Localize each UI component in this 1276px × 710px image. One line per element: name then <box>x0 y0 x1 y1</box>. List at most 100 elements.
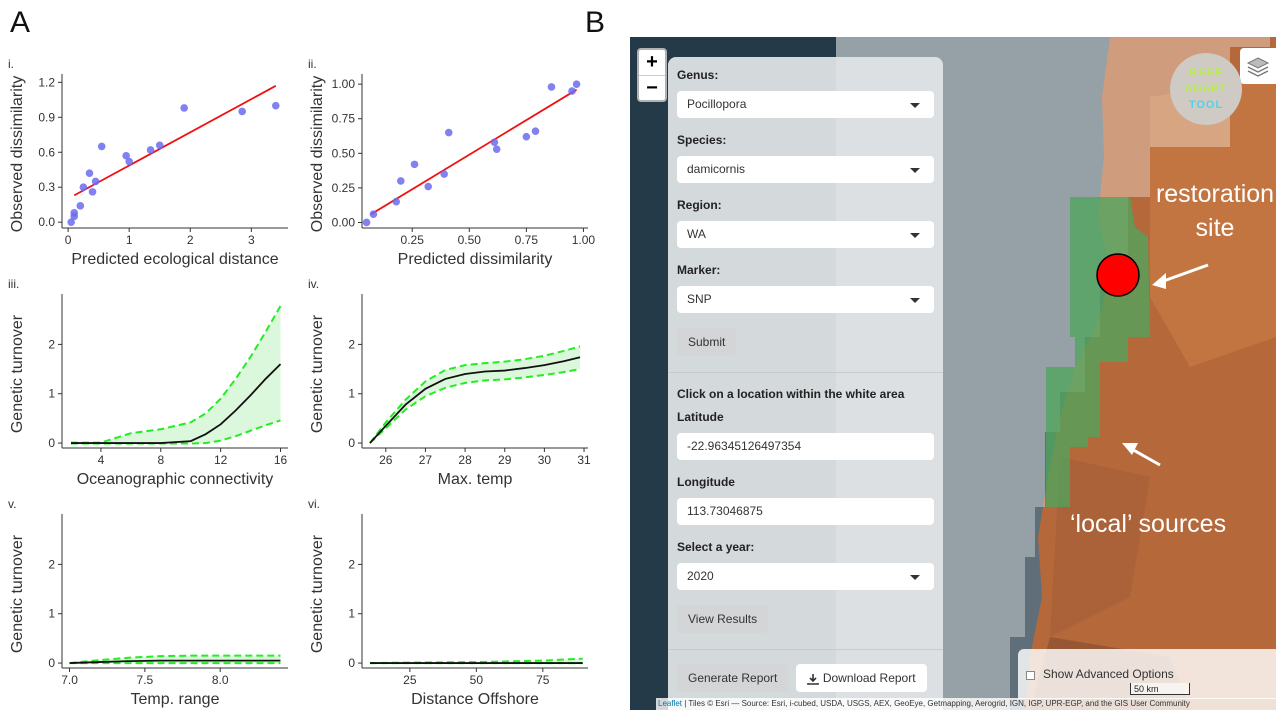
data-point <box>392 197 401 206</box>
spline-line <box>69 659 281 664</box>
chevron-down-icon <box>910 103 920 108</box>
data-point <box>444 128 453 137</box>
panel-letter-a: A <box>10 6 31 39</box>
location-instruction: Click on a location within the white are… <box>677 387 905 401</box>
x-tick-label: 26 <box>379 453 393 467</box>
latitude-label: Latitude <box>677 410 724 424</box>
divider <box>668 372 943 373</box>
y-tick-label: 1.00 <box>332 77 356 91</box>
panel-letter-b: B <box>585 6 606 39</box>
data-point <box>146 146 155 154</box>
panel-label: ii. <box>308 57 317 71</box>
spline-line <box>369 356 581 444</box>
x-tick-label: 31 <box>577 453 591 467</box>
zoom-in-button[interactable]: + <box>646 51 658 73</box>
divider <box>668 649 943 650</box>
chevron-down-icon <box>910 168 920 173</box>
panel-label: i. <box>8 57 14 71</box>
y-axis-label: Observed dissimilarity <box>309 76 326 232</box>
data-point <box>67 218 75 226</box>
logo-line-3: TOOL <box>1188 99 1224 111</box>
chart-ii-observed-vs-predicted-dissimilarity: ii. 0.00 0.25 0.50 0.75 1.00 0.25 0.50 0.75 1.00 P… <box>308 57 595 268</box>
x-tick-label: 4 <box>98 453 105 467</box>
x-axis-label: Distance Offshore <box>411 691 539 708</box>
logo-line-2: ADAPT <box>1184 83 1228 95</box>
spline-line <box>70 363 282 444</box>
view-results-button[interactable]: View Results <box>677 605 769 633</box>
download-icon <box>807 673 819 685</box>
data-point <box>271 101 280 110</box>
y-tick-label: 0 <box>48 436 55 450</box>
chevron-down-icon <box>910 298 920 303</box>
x-tick-label: 28 <box>458 453 472 467</box>
year-select[interactable]: 2020 <box>677 563 934 590</box>
map-view[interactable]: + − Genus: Pocillopora Species: damicorn… <box>630 37 1276 710</box>
x-axis-label: Oceanographic connectivity <box>77 471 274 488</box>
y-tick-label: 1 <box>348 607 355 621</box>
data-point <box>97 142 106 151</box>
latitude-input[interactable]: -22.96345126497354 <box>677 433 934 460</box>
confidence-band <box>70 305 281 444</box>
upper-confidence-line <box>70 305 282 444</box>
x-tick-label: 50 <box>470 673 484 687</box>
x-tick-label: 0.75 <box>515 233 539 247</box>
y-tick-label: 0.00 <box>332 215 356 229</box>
y-tick-label: 2 <box>348 337 355 351</box>
confidence-band <box>369 658 583 664</box>
x-tick-label: 8 <box>157 453 164 467</box>
restoration-annotation-line-1: restoration <box>1155 180 1275 208</box>
layers-button[interactable] <box>1240 48 1276 84</box>
x-tick-label: 2 <box>187 233 194 247</box>
x-axis-label: Temp. range <box>131 691 220 708</box>
data-point <box>362 218 371 227</box>
leaflet-link[interactable]: Leaflet <box>658 699 683 708</box>
data-point <box>238 107 246 116</box>
reef-adapt-tool-logo: REEF ADAPT TOOL <box>1170 53 1242 125</box>
data-point <box>490 138 499 147</box>
y-tick-label: 1.2 <box>38 75 55 89</box>
y-tick-label: 0 <box>348 436 355 450</box>
generate-report-button[interactable]: Generate Report <box>677 664 789 692</box>
region-value: WA <box>687 227 706 241</box>
data-point <box>91 177 100 186</box>
y-tick-label: 1 <box>48 387 55 401</box>
advanced-options-checkbox[interactable] <box>1026 671 1035 680</box>
attribution-text: | Tiles © Esri — Source: Esri, i-cubed, … <box>682 699 1190 708</box>
local-sources-annotation: ‘local’ sources <box>1070 510 1227 538</box>
chevron-down-icon <box>910 233 920 238</box>
chevron-down-icon <box>910 575 920 580</box>
data-point <box>70 209 79 217</box>
data-point <box>547 83 556 91</box>
x-axis-label: Predicted dissimilarity <box>398 251 553 268</box>
y-tick-label: 0.0 <box>38 215 55 229</box>
x-tick-label: 27 <box>419 453 433 467</box>
y-tick-label: 2 <box>48 337 55 351</box>
region-select[interactable]: WA <box>677 221 934 248</box>
data-point <box>155 141 164 150</box>
longitude-input[interactable]: 113.73046875 <box>677 498 934 525</box>
species-label: Species: <box>677 133 727 147</box>
y-axis-label: Genetic turnover <box>9 534 26 653</box>
panel-label: v. <box>8 497 16 511</box>
zoom-out-button[interactable]: − <box>639 75 665 100</box>
submit-button[interactable]: Submit <box>677 328 737 356</box>
species-select[interactable]: damicornis <box>677 156 934 183</box>
y-tick-label: 0.25 <box>332 181 356 195</box>
y-tick-label: 0 <box>48 656 55 670</box>
download-report-button[interactable]: Download Report <box>795 664 927 692</box>
regression-line <box>73 85 277 197</box>
data-point <box>440 170 448 178</box>
x-tick-label: 7.0 <box>61 673 78 687</box>
download-report-label: Download Report <box>822 671 916 685</box>
x-tick-label: 16 <box>274 453 288 467</box>
marker-select[interactable]: SNP <box>677 286 934 313</box>
data-point <box>79 183 88 192</box>
genus-select[interactable]: Pocillopora <box>677 91 934 118</box>
genus-label: Genus: <box>677 68 719 82</box>
upper-confidence-line <box>69 654 281 665</box>
x-tick-label: 1 <box>126 233 133 247</box>
marker-value: SNP <box>687 292 712 306</box>
x-tick-label: 3 <box>248 233 255 247</box>
advanced-options-label: Show Advanced Options <box>1043 667 1174 681</box>
